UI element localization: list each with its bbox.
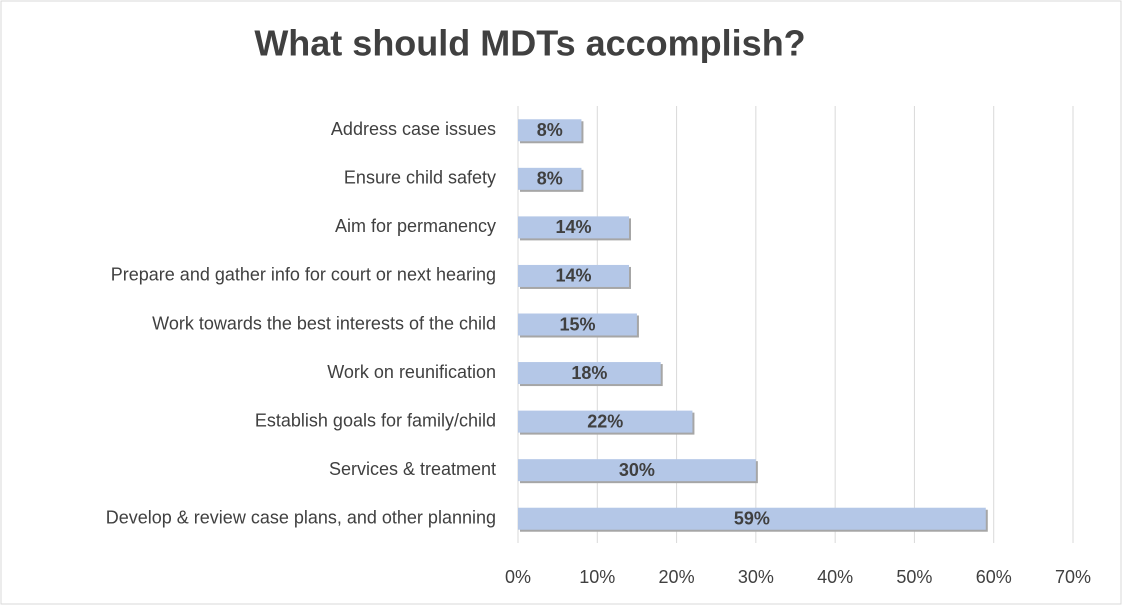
x-tick-label: 30% [738,567,774,587]
y-tick-label: Work on reunification [327,362,496,382]
x-tick-label: 0% [505,567,531,587]
data-label: 8% [537,169,563,189]
bar [518,264,629,287]
x-tick-label: 60% [976,567,1012,587]
data-label: 15% [559,314,595,334]
x-tick-label: 40% [817,567,853,587]
data-label: 18% [571,363,607,383]
data-label: 59% [734,508,770,528]
x-tick-label: 20% [659,567,695,587]
data-label: 8% [537,120,563,140]
y-tick-label: Work towards the best interests of the c… [152,313,496,333]
x-tick-label: 10% [579,567,615,587]
y-tick-label: Ensure child safety [344,168,496,188]
y-tick-label: Prepare and gather info for court or nex… [111,265,496,285]
y-tick-label: Services & treatment [329,459,496,479]
x-tick-label: 50% [896,567,932,587]
y-tick-label: Address case issues [331,119,496,139]
bar [518,507,986,530]
y-tick-label: Aim for permanency [335,216,496,236]
bar [518,313,637,336]
bar [518,216,629,239]
data-label: 14% [555,217,591,237]
y-tick-label: Establish goals for family/child [255,410,496,430]
y-tick-label: Develop & review case plans, and other p… [106,507,496,527]
bar [518,410,693,433]
data-label: 14% [555,266,591,286]
data-label: 30% [619,460,655,480]
bar [518,119,582,142]
data-label: 22% [587,411,623,431]
x-tick-label: 70% [1055,567,1091,587]
bar [518,459,756,482]
bar [518,362,661,385]
chart-title: What should MDTs accomplish? [254,23,805,64]
bar [518,167,582,190]
